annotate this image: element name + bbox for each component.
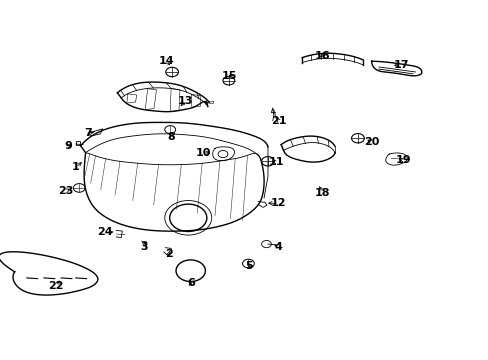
- Text: 1: 1: [72, 162, 80, 172]
- Text: 10: 10: [195, 148, 210, 158]
- Text: 16: 16: [314, 51, 330, 61]
- Text: 4: 4: [274, 242, 282, 252]
- Text: 9: 9: [64, 141, 72, 151]
- Text: 17: 17: [392, 60, 408, 70]
- Text: 11: 11: [268, 157, 284, 167]
- Text: 6: 6: [186, 278, 194, 288]
- Text: 19: 19: [395, 155, 410, 165]
- Text: 3: 3: [140, 242, 148, 252]
- Text: 24: 24: [97, 227, 113, 237]
- Text: 14: 14: [158, 56, 174, 66]
- Text: 20: 20: [363, 137, 379, 147]
- Text: 7: 7: [84, 128, 92, 138]
- Text: 12: 12: [270, 198, 286, 208]
- Text: 15: 15: [222, 71, 237, 81]
- Text: 21: 21: [270, 116, 286, 126]
- Text: 23: 23: [58, 186, 74, 196]
- Text: 8: 8: [167, 132, 175, 142]
- Text: 22: 22: [48, 281, 64, 291]
- Text: 13: 13: [178, 96, 193, 106]
- Text: 18: 18: [314, 188, 330, 198]
- Text: 2: 2: [164, 249, 172, 259]
- Text: 5: 5: [245, 261, 253, 271]
